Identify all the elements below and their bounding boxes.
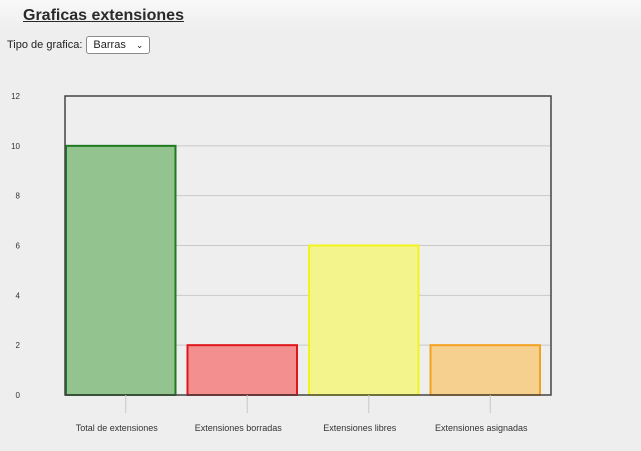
bar: [308, 244, 420, 396]
chevron-down-icon: ⌄: [135, 39, 144, 50]
y-tick-label: 8: [16, 192, 21, 201]
y-tick-label: 10: [11, 142, 20, 151]
x-tick-label: Extensiones libres: [323, 423, 397, 433]
y-tick-label: 4: [16, 291, 21, 300]
y-tick-label: 0: [16, 391, 21, 400]
chart-type-value: Barras: [93, 39, 126, 51]
x-tick-label: Extensiones borradas: [195, 423, 283, 433]
x-tick-label: Extensiones asignadas: [435, 423, 528, 433]
page-title: Graficas extensiones: [23, 7, 184, 24]
chart-bars: [65, 144, 541, 396]
header-bar: [0, 0, 641, 30]
y-tick-label: 6: [16, 242, 21, 251]
x-axis-ticks: Total de extensiones Extensiones borradas…: [76, 395, 528, 433]
bar: [186, 344, 298, 396]
chart-type-label: Tipo de grafica:: [7, 39, 83, 51]
chart-type-select[interactable]: Barras ⌄: [86, 36, 151, 54]
chart-type-row: Tipo de grafica: Barras ⌄: [7, 36, 151, 54]
bar: [65, 144, 177, 396]
plot-frame: [64, 95, 552, 396]
y-tick-label: 12: [11, 92, 20, 101]
y-axis-ticks: 0 2 4 6 8 10 12: [11, 92, 20, 400]
x-tick-label: Total de extensiones: [76, 423, 159, 433]
y-tick-label: 2: [16, 341, 21, 350]
bar: [429, 344, 541, 396]
